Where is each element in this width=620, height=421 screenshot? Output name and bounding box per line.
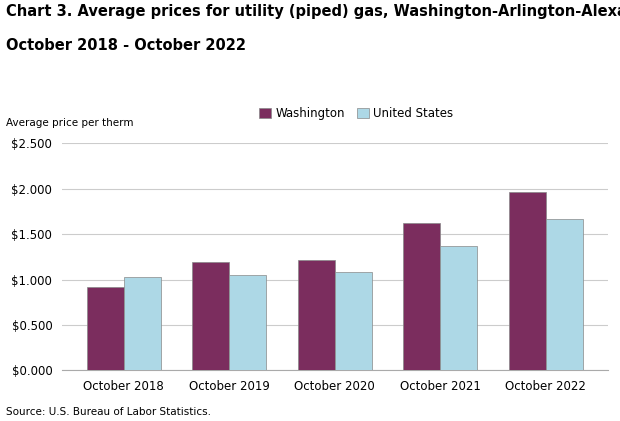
Bar xyxy=(404,223,440,370)
Bar xyxy=(124,277,161,370)
Legend: Washington, United States: Washington, United States xyxy=(259,107,453,120)
Bar xyxy=(335,272,372,370)
Text: Source: U.S. Bureau of Labor Statistics.: Source: U.S. Bureau of Labor Statistics. xyxy=(6,407,211,417)
Bar xyxy=(87,287,124,370)
Bar xyxy=(509,192,546,370)
Text: Average price per therm: Average price per therm xyxy=(6,118,134,128)
Bar xyxy=(546,218,583,370)
Bar xyxy=(192,262,229,370)
Text: Chart 3. Average prices for utility (piped) gas, Washington-Arlington-Alexandria: Chart 3. Average prices for utility (pip… xyxy=(6,4,620,19)
Bar xyxy=(298,259,335,370)
Bar xyxy=(229,275,266,370)
Text: October 2018 - October 2022: October 2018 - October 2022 xyxy=(6,38,246,53)
Bar xyxy=(440,246,477,370)
